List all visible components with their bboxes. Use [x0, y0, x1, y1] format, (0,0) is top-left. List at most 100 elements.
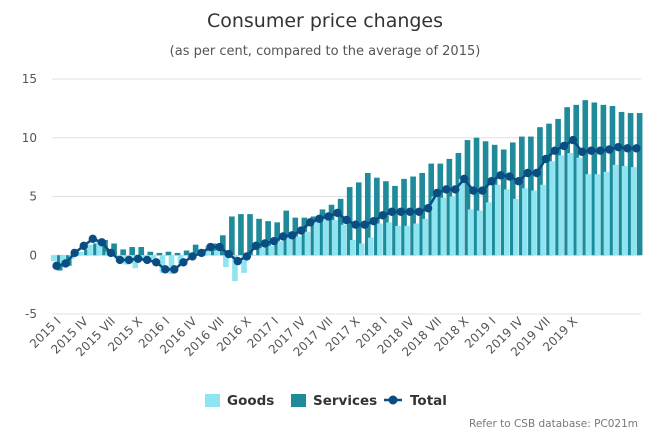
total-point	[142, 255, 152, 265]
total-point	[605, 145, 614, 154]
total-point	[351, 220, 360, 229]
goods-bar	[476, 210, 483, 256]
services-bar	[491, 144, 498, 256]
goods-bar	[458, 178, 465, 256]
goods-bar	[467, 209, 474, 256]
services-bar	[364, 173, 371, 256]
total-point	[360, 220, 369, 229]
legend-item-total[interactable]: Total	[384, 393, 447, 409]
goods-bar	[485, 202, 492, 256]
services-bar	[482, 141, 489, 256]
services-bar	[310, 216, 317, 256]
services-bar	[573, 104, 580, 256]
goods-bar	[304, 231, 311, 256]
goods-bar	[150, 255, 157, 263]
services-bar	[138, 247, 145, 256]
goods-bar	[331, 220, 338, 256]
total-point	[215, 242, 224, 252]
goods-bar	[567, 153, 574, 256]
y-tick-label: -5	[25, 307, 37, 321]
total-point	[179, 258, 188, 267]
y-tick-label: 10	[22, 131, 37, 145]
goods-bar	[413, 223, 419, 256]
goods-bar	[522, 188, 528, 256]
total-point	[559, 141, 569, 151]
total-line	[52, 135, 641, 274]
chart-title: Consumer price changes	[207, 10, 443, 32]
goods-bar	[277, 241, 284, 256]
services-bar	[636, 113, 643, 256]
legend-total-label: Total	[410, 393, 447, 409]
goods-bar	[349, 239, 356, 256]
total-point	[260, 239, 270, 248]
services-bar	[120, 249, 126, 256]
total-point	[478, 186, 487, 195]
total-point	[405, 207, 415, 216]
legend-services-label: Services	[313, 393, 377, 409]
goods-bar	[531, 190, 537, 256]
total-point	[306, 218, 315, 227]
goods-bar	[513, 198, 519, 256]
chart-subtitle: (as per cent, compared to the average of…	[170, 44, 481, 59]
total-point	[387, 207, 397, 216]
goods-bar	[259, 248, 265, 256]
goods-bar	[549, 161, 555, 256]
total-point	[514, 177, 523, 186]
goods-bar	[78, 251, 84, 256]
total-point	[577, 147, 587, 157]
goods-bar	[494, 184, 501, 256]
services-bar	[519, 136, 525, 256]
services-bar	[183, 250, 190, 256]
goods-bar	[576, 157, 583, 256]
total-point	[224, 249, 233, 259]
goods-bar	[241, 255, 247, 273]
total-point	[614, 142, 623, 152]
services-bar	[446, 158, 453, 256]
goods-bar	[322, 217, 329, 256]
services-bar	[328, 204, 335, 256]
total-point	[568, 135, 578, 145]
services-bar	[509, 142, 516, 256]
goods-bar	[377, 223, 383, 256]
total-point	[79, 241, 88, 251]
services-bar	[374, 177, 380, 256]
goods-bar	[286, 237, 293, 256]
services-bar	[500, 149, 507, 256]
bars	[50, 100, 643, 282]
goods-bar	[540, 184, 546, 256]
total-point	[369, 216, 378, 226]
total-point	[523, 168, 532, 178]
services-bar	[247, 214, 253, 256]
goods-bar	[268, 245, 275, 256]
services-bar	[355, 182, 362, 256]
total-point	[61, 259, 70, 268]
goods-bar	[313, 222, 320, 256]
services-bar	[256, 218, 262, 256]
total-point	[133, 254, 143, 263]
total-point	[188, 252, 197, 261]
services-bar	[455, 153, 462, 256]
services-bar	[546, 123, 552, 256]
legend-item-services[interactable]: Services	[291, 393, 377, 409]
credit-text: Refer to CSB database: PC021m	[469, 418, 638, 430]
total-point	[441, 185, 451, 194]
goods-bar	[250, 255, 256, 256]
services-bar	[283, 210, 290, 256]
services-bar	[301, 217, 308, 256]
goods-bar	[340, 224, 347, 256]
total-point	[97, 238, 107, 247]
total-point	[315, 214, 324, 224]
legend-goods-swatch	[205, 394, 220, 407]
goods-bar	[431, 196, 438, 256]
goods-bar	[404, 225, 410, 256]
goods-bar	[440, 197, 447, 256]
services-bar	[600, 104, 607, 256]
total-point	[487, 177, 496, 186]
total-point	[342, 215, 351, 225]
legend-goods-label: Goods	[227, 393, 274, 409]
legend-item-goods[interactable]: Goods	[205, 393, 274, 409]
goods-bar	[503, 189, 510, 256]
total-point	[596, 146, 605, 155]
